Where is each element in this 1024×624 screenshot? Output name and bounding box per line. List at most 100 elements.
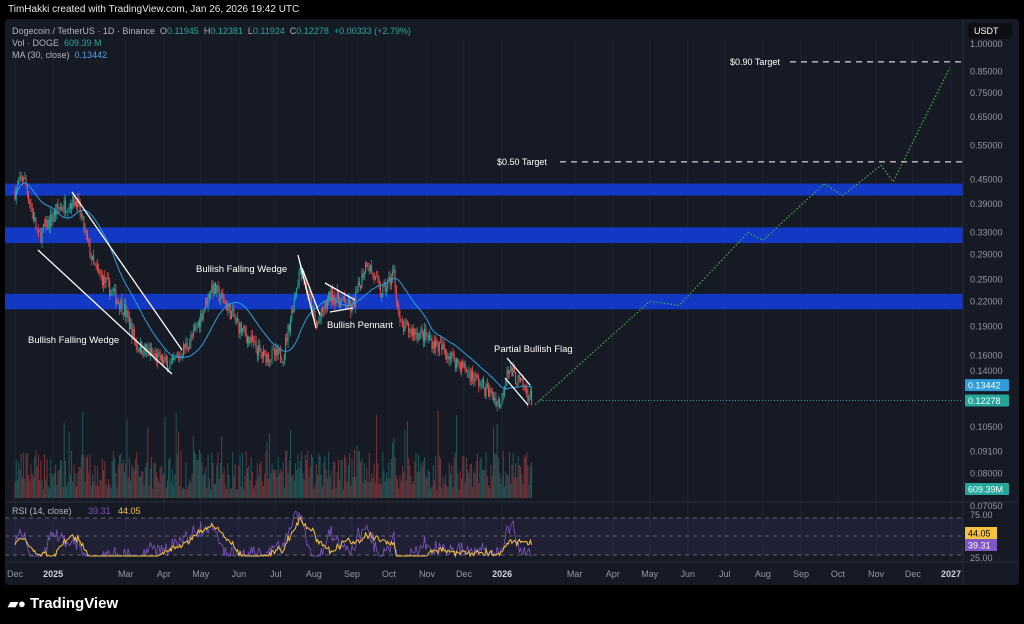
volume-bar [185, 462, 187, 498]
candle-body [167, 361, 169, 372]
x-tick-label: Dec [7, 569, 24, 579]
candle-body [250, 335, 252, 343]
x-tick-label: Dec [905, 569, 922, 579]
candle-body [379, 283, 381, 295]
candle-body [449, 356, 451, 360]
volume-bar [196, 460, 198, 498]
volume-bar [350, 485, 352, 498]
candle-body [524, 387, 526, 389]
volume-bar [416, 472, 418, 498]
volume-bar [149, 468, 151, 498]
volume-bar [400, 480, 402, 498]
pattern-trendline [37, 249, 173, 375]
candle-body [473, 378, 475, 381]
volume-bar [366, 467, 368, 498]
volume-bar [93, 481, 95, 498]
volume-bar [131, 464, 133, 498]
volume-bar [475, 461, 477, 498]
candle-body [203, 307, 205, 311]
volume-bar [492, 426, 494, 498]
candle-body [272, 349, 274, 351]
candle-body [431, 338, 433, 350]
volume-bar [85, 457, 87, 498]
candle-body [406, 322, 408, 325]
volume-bar [445, 474, 446, 498]
candle-body [299, 267, 301, 272]
candle-body [460, 361, 462, 372]
candle-body [472, 370, 474, 379]
candle-body [411, 328, 413, 337]
volume-bar [345, 458, 347, 498]
volume-bar [281, 471, 283, 498]
candle-body [128, 317, 130, 329]
pattern-trendline [504, 377, 529, 406]
candle-body [192, 329, 194, 337]
candle-body [174, 357, 176, 360]
volume-bar [381, 484, 383, 498]
candle-body [91, 255, 93, 260]
volume-bar [112, 451, 114, 498]
volume-bar [107, 478, 109, 498]
x-tick-label: Aug [306, 569, 322, 579]
candle-body [410, 328, 412, 333]
candle-body [127, 310, 129, 318]
volume-bar [190, 482, 192, 498]
candle-body [313, 306, 315, 315]
candle-body [106, 278, 108, 280]
candle-body [246, 336, 248, 345]
candle-body [96, 265, 98, 269]
candle-body [506, 369, 508, 380]
volume-bar [436, 489, 438, 498]
volume-bar [130, 480, 132, 498]
candle-body [170, 362, 172, 364]
candle-body [87, 233, 89, 240]
volume-bar [74, 473, 76, 498]
candle-body [264, 349, 266, 351]
candle-body [474, 374, 476, 381]
candle-body [82, 216, 84, 218]
candle-body [210, 292, 212, 299]
candle-body [331, 287, 333, 302]
candle-body [293, 297, 295, 313]
candle-body [238, 321, 240, 334]
volume-bar [240, 486, 242, 498]
candle-body [36, 228, 38, 231]
candle-body [261, 352, 263, 358]
candle-body [243, 326, 245, 329]
currency-button[interactable]: USDT [968, 23, 1012, 39]
candle-body [93, 255, 95, 264]
candle-body [212, 284, 214, 295]
volume-bar [485, 452, 487, 498]
volume-bar [389, 478, 391, 498]
volume-bar [463, 456, 465, 498]
candle-body [199, 320, 200, 327]
candle-body [24, 177, 26, 180]
volume-bar [411, 483, 413, 498]
volume-bar [322, 486, 323, 498]
volume-bar [275, 469, 277, 498]
candle-body [501, 393, 503, 405]
candle-body [144, 344, 146, 352]
volume-bar [28, 475, 30, 498]
candle-body [385, 287, 387, 292]
candle-body [89, 241, 91, 258]
candle-body [437, 343, 439, 352]
volume-bar [419, 471, 421, 498]
volume-bar [446, 485, 448, 498]
candle-body [151, 348, 153, 354]
volume-bar [349, 452, 351, 498]
y-tick-label: 0.75000 [970, 88, 1003, 98]
candle-body [409, 331, 411, 333]
volume-bar [406, 421, 408, 498]
volume-bar [207, 454, 209, 498]
candle-body [32, 211, 34, 221]
candle-body [282, 362, 284, 364]
candle-body [94, 263, 96, 266]
candle-body [251, 335, 253, 342]
volume-bar [424, 457, 426, 498]
candle-body [381, 294, 383, 298]
candle-body [280, 350, 282, 361]
candle-body [480, 382, 482, 386]
candle-body [222, 293, 224, 298]
